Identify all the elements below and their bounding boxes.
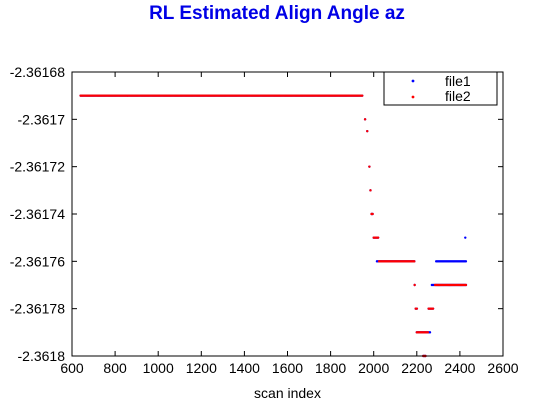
- y-tick-label: -2.36178: [10, 301, 65, 317]
- y-tick-label: -2.36172: [10, 159, 65, 175]
- series-file2: [79, 94, 468, 358]
- x-axis-label: scan index: [254, 385, 321, 401]
- x-axis: 600 800 1000 1200 1400 1600 1800 2000 2200 2400 26…: [60, 72, 519, 376]
- data-point: [428, 331, 432, 334]
- x-tick-label: 1000: [143, 360, 174, 376]
- legend-marker-file1: [411, 79, 415, 83]
- data-point: [415, 307, 419, 310]
- x-tick-label: 800: [103, 360, 127, 376]
- chart-title: RL Estimated Align Angle az: [149, 3, 405, 24]
- x-tick-label: 2000: [358, 360, 389, 376]
- data-point: [464, 260, 468, 263]
- x-tick-label: 2600: [487, 360, 518, 376]
- x-tick-label: 1200: [186, 360, 217, 376]
- legend-marker-file2: [411, 95, 415, 99]
- data-point: [464, 236, 467, 239]
- x-tick-label: 1600: [272, 360, 303, 376]
- x-tick-label: 600: [60, 360, 84, 376]
- y-tick-label: -2.36176: [10, 253, 65, 269]
- data-point: [369, 189, 372, 192]
- legend: file1 file2: [383, 71, 498, 106]
- y-tick-label: -2.3618: [18, 348, 66, 364]
- data-point: [426, 331, 429, 334]
- x-tick-label: 1800: [315, 360, 346, 376]
- x-tick-label: 2400: [444, 360, 475, 376]
- x-tick-label: 1400: [229, 360, 260, 376]
- x-tick-label: 2200: [401, 360, 432, 376]
- data-point: [368, 165, 371, 168]
- data-point: [363, 118, 367, 121]
- data-layer: [79, 94, 468, 358]
- data-point: [371, 212, 374, 216]
- data-point: [361, 94, 364, 97]
- legend-label-file1: file1: [445, 73, 471, 89]
- y-tick-label: -2.36174: [10, 206, 65, 222]
- data-point: [464, 283, 468, 287]
- data-point: [413, 283, 416, 287]
- legend-label-file2: file2: [445, 88, 471, 104]
- data-point: [431, 307, 435, 310]
- y-axis: -2.36168 -2.3617 -2.36172 -2.36174 -2.36176 -…: [10, 64, 503, 364]
- y-tick-label: -2.36168: [10, 64, 65, 80]
- data-point: [366, 129, 369, 133]
- y-tick-label: -2.3617: [18, 111, 66, 127]
- data-point: [413, 260, 416, 263]
- data-point: [376, 236, 380, 239]
- legend-box: [383, 71, 498, 106]
